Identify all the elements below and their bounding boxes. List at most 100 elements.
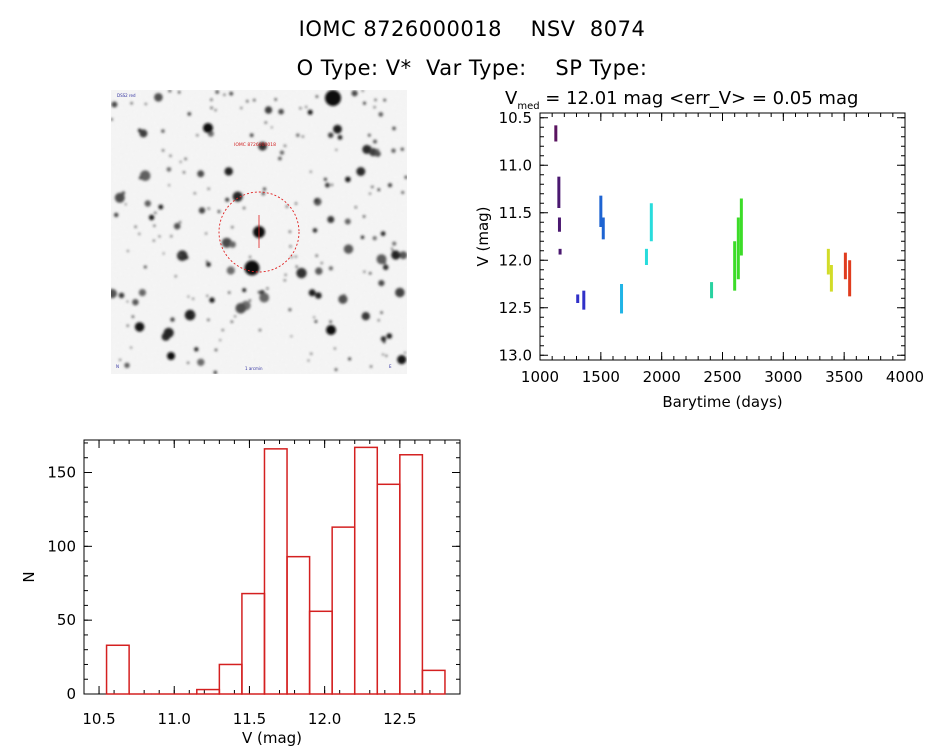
star <box>386 333 393 339</box>
hist-bar <box>218 663 243 695</box>
star <box>184 157 187 161</box>
star <box>138 232 141 235</box>
star <box>368 272 372 275</box>
star <box>301 135 305 138</box>
star <box>308 289 316 297</box>
star <box>337 135 343 140</box>
hist-xtick-label: 11.0 <box>158 710 191 728</box>
sky-target-label: IOMC 8726000018 <box>234 142 276 148</box>
star <box>184 309 196 321</box>
star <box>310 352 313 355</box>
hist-ytick-label: 150 <box>47 463 76 481</box>
star <box>270 126 273 129</box>
hist-ytick-label: 100 <box>47 537 76 555</box>
lc-data-points <box>733 241 737 291</box>
hist-bar <box>353 446 379 695</box>
star <box>205 232 208 235</box>
hist-ytick-label: 0 <box>66 685 76 703</box>
star <box>252 98 256 102</box>
star <box>259 292 270 303</box>
star <box>295 265 298 268</box>
star <box>198 207 206 214</box>
hist-xtick-label: 12.0 <box>308 710 341 728</box>
star <box>305 106 308 108</box>
star <box>231 226 234 229</box>
hist-ylabel: N <box>20 571 38 582</box>
star <box>296 267 307 279</box>
lc-data-points <box>736 217 740 280</box>
star <box>162 149 165 152</box>
star <box>370 365 373 368</box>
star <box>266 287 269 290</box>
star <box>143 265 147 269</box>
lc-data-points <box>829 265 833 292</box>
star <box>194 347 199 352</box>
hist-bar <box>105 644 130 695</box>
hist-bar <box>286 555 311 695</box>
star <box>114 212 119 218</box>
star <box>313 316 316 319</box>
star <box>139 170 151 181</box>
star <box>283 144 287 147</box>
star <box>174 275 177 278</box>
star <box>178 221 182 224</box>
star <box>404 351 406 354</box>
star <box>170 235 173 238</box>
star <box>290 335 293 338</box>
star <box>192 297 195 300</box>
lc-data-points <box>558 248 562 255</box>
star <box>187 295 190 298</box>
hist-bar <box>331 526 356 695</box>
star <box>161 129 165 133</box>
star <box>207 207 210 210</box>
star <box>299 107 302 110</box>
star <box>378 112 384 117</box>
star <box>248 299 251 302</box>
star <box>362 144 372 154</box>
star <box>177 250 188 261</box>
star <box>229 241 236 248</box>
lc-data-points <box>649 203 653 242</box>
star <box>374 150 381 157</box>
lc-xtick-label: 1500 <box>582 368 620 386</box>
star <box>138 176 142 180</box>
star <box>134 322 145 332</box>
star <box>144 200 151 207</box>
star <box>206 262 211 267</box>
star <box>395 287 405 298</box>
star <box>111 101 118 108</box>
star <box>356 167 366 176</box>
lc-title-subscript: med <box>517 101 539 112</box>
star <box>315 292 322 299</box>
star <box>177 90 181 94</box>
star <box>242 288 247 293</box>
lc-data-points <box>848 260 852 297</box>
lc-xtick-label: 2000 <box>643 368 681 386</box>
star <box>344 218 351 225</box>
star <box>380 336 387 342</box>
star <box>345 176 351 183</box>
star <box>219 339 222 342</box>
star <box>290 256 293 259</box>
bright-star <box>325 90 341 106</box>
star <box>397 355 407 365</box>
star <box>377 319 380 322</box>
lc-data-points <box>620 284 624 314</box>
lc-ytick-label: 10.5 <box>499 109 532 127</box>
star <box>144 102 147 106</box>
star <box>307 359 310 362</box>
star <box>130 102 133 105</box>
bright-star <box>203 123 213 133</box>
star <box>382 353 384 356</box>
hist-bar <box>241 592 266 695</box>
bright-star <box>326 325 336 335</box>
lc-ytick-label: 13.0 <box>499 346 532 364</box>
star <box>363 101 366 105</box>
hist-ytick-label: 50 <box>57 611 76 629</box>
lc-xtick-label: 2500 <box>703 368 741 386</box>
lc-data-points <box>599 195 603 227</box>
hist-plot-frame <box>83 439 461 695</box>
star <box>187 361 190 364</box>
